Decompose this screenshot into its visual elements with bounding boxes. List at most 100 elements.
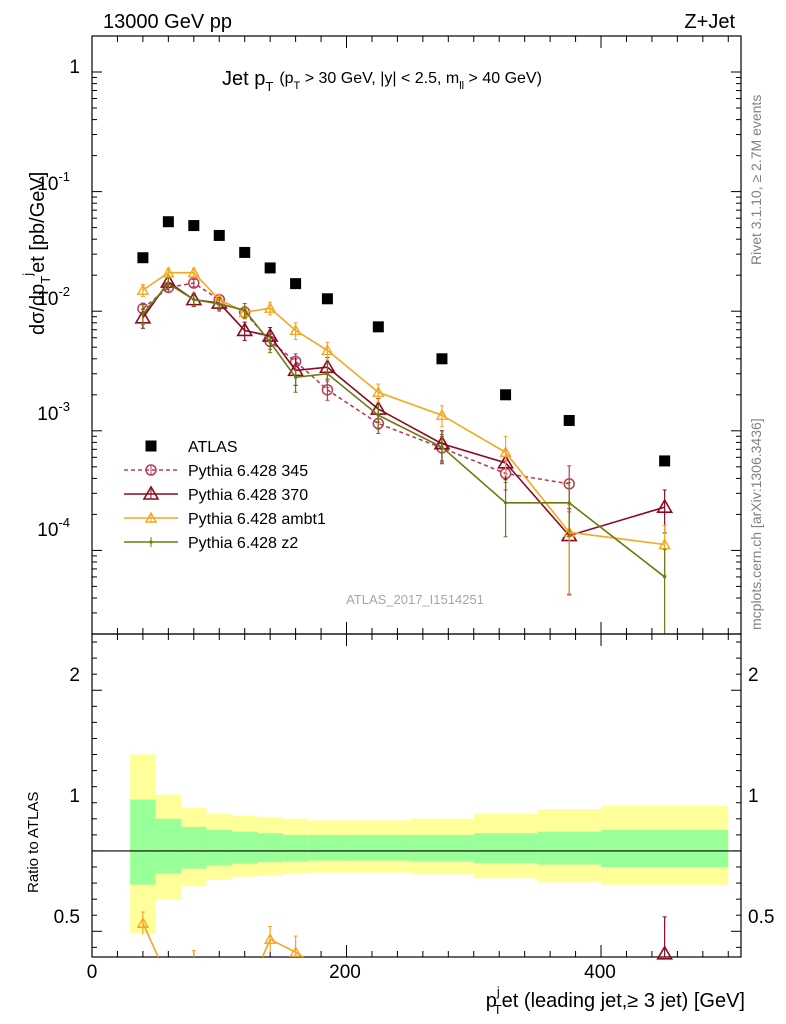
legend-marker <box>149 540 153 544</box>
ratio-band-inner <box>282 834 309 862</box>
main-title: Jet pT (pT > 30 GeV, |y| < 2.5, mll > 40 … <box>222 68 542 94</box>
legend-marker <box>144 511 158 523</box>
x-tick-label-200: 200 <box>329 962 361 983</box>
legend-label: Pythia 6.428 370 <box>188 487 308 504</box>
legend-label: ATLAS <box>188 439 238 456</box>
data-point <box>325 372 330 376</box>
data-point <box>188 220 200 232</box>
x-tick-label-400: 400 <box>584 962 616 983</box>
process-label: Z+Jet <box>684 11 735 33</box>
data-point <box>440 445 444 449</box>
main-ylabel: dσ/dpTjet [pb/GeV] <box>20 172 53 335</box>
data-point <box>499 445 512 458</box>
data-point <box>239 246 251 258</box>
data-point <box>162 266 175 278</box>
y-tick-label-1e-1: 10-1 <box>37 169 70 195</box>
legend-label: Pythia 6.428 ambt1 <box>188 511 326 528</box>
analysis-watermark: ATLAS_2017_I1514251 <box>346 592 484 607</box>
data-point <box>289 324 302 336</box>
ratio-band-inner <box>346 834 411 861</box>
y-tick-label-1: 1 <box>69 57 80 78</box>
ratio-line <box>142 922 159 958</box>
data-point <box>503 501 508 505</box>
ratio-band-inner <box>308 834 347 861</box>
legend-label: Pythia 6.428 z2 <box>188 535 298 552</box>
data-point <box>656 498 674 513</box>
data-point <box>372 321 384 333</box>
data-point <box>192 298 196 302</box>
y-tick-label-1e-2: 10-2 <box>37 284 70 310</box>
data-point <box>187 266 200 278</box>
ratio-point <box>289 945 302 957</box>
data-point <box>137 252 149 264</box>
ratio-point <box>656 945 674 960</box>
ratio-band-inner <box>410 834 474 862</box>
data-point <box>263 301 277 313</box>
ratio-series-pythia-6-428-370 <box>656 916 674 960</box>
series-pythia-6-428-z2 <box>140 277 667 635</box>
legend-entry-pythia-6-428-z2: Pythia 6.428 z2 <box>124 535 298 552</box>
data-point <box>658 538 671 550</box>
legend-marker <box>145 440 157 452</box>
data-point <box>294 375 298 379</box>
data-point <box>290 278 302 290</box>
legend-label: Pythia 6.428 345 <box>188 463 308 480</box>
data-point <box>376 413 380 417</box>
y-tick-label-1e-4: 10-4 <box>37 515 70 541</box>
ratio-point <box>263 932 277 945</box>
energy-label: 13000 GeV pp <box>103 11 232 33</box>
ratio-tick-label-0.5: 0.5 <box>54 907 80 928</box>
data-point <box>268 340 272 344</box>
legend-entry-pythia-6-428-370: Pythia 6.428 370 <box>124 485 308 504</box>
ratio-band-inner <box>130 799 156 885</box>
data-point <box>213 229 225 241</box>
data-point <box>264 262 276 274</box>
data-point <box>188 277 200 289</box>
data-point <box>141 312 145 316</box>
series-line-pythia-6-428-345 <box>142 282 570 485</box>
data-point <box>567 501 571 505</box>
legend-marker <box>145 464 157 476</box>
data-point <box>436 353 448 365</box>
ratio-tick-label-1: 1 <box>69 786 80 807</box>
legend-entry-pythia-6-428-ambt1: Pythia 6.428 ambt1 <box>124 511 326 528</box>
ratio-tick-label-1-right: 1 <box>748 786 759 807</box>
data-point <box>435 408 449 420</box>
ratio-series-pythia-6-428-ambt1 <box>136 911 304 958</box>
y-tick-label-1e-3: 10-3 <box>37 399 70 425</box>
ratio-panel <box>91 633 742 960</box>
ratio-band-inner <box>181 826 207 869</box>
data-point <box>162 216 174 228</box>
ratio-line <box>261 938 304 958</box>
data-point <box>166 282 170 286</box>
legend-entry-atlas: ATLAS <box>145 439 238 456</box>
series-atlas <box>137 216 671 467</box>
source-label: mcplots.cern.ch [arXiv:1306.3436] <box>748 418 764 630</box>
data-point <box>372 385 385 397</box>
legend-entry-pythia-6-428-345: Pythia 6.428 345 <box>124 463 308 480</box>
main-panel <box>91 35 742 635</box>
data-point <box>136 283 150 295</box>
data-point <box>243 308 247 312</box>
data-point <box>500 389 512 401</box>
data-point <box>236 321 254 337</box>
x-tick-label-0: 0 <box>87 962 98 983</box>
legend: ATLAS Pythia 6.428 345 Pythia 6.428 370 Pyt… <box>124 439 326 552</box>
ratio-band-inner <box>537 831 602 865</box>
ratio-band-inner <box>473 833 538 863</box>
data-point <box>659 455 671 467</box>
ratio-point <box>136 916 150 928</box>
ratio-tick-label-0.5-right: 0.5 <box>748 907 774 928</box>
ratio-tick-label-2-right: 2 <box>748 665 759 686</box>
legend-marker <box>142 485 160 500</box>
data-point <box>563 414 575 426</box>
ratio-frame <box>91 633 742 958</box>
ratio-tick-label-2: 2 <box>69 665 80 686</box>
data-point <box>321 293 333 305</box>
series-line-pythia-6-428-z2 <box>142 282 666 578</box>
ratio-band-inner <box>601 830 729 868</box>
rivet-version-label: Rivet 3.1.10, ≥ 2.7M events <box>748 95 764 265</box>
ratio-ylabel: Ratio to ATLAS <box>25 792 42 893</box>
ratio-band-inner <box>206 830 232 866</box>
